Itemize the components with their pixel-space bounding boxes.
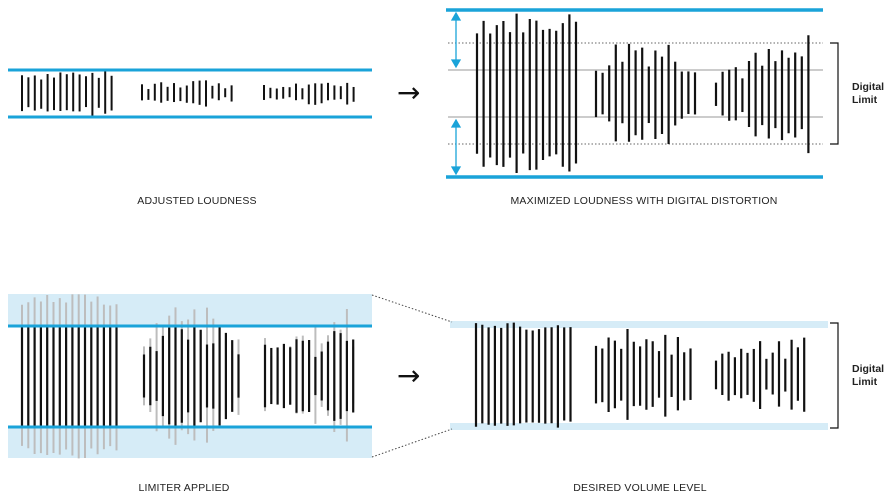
right-arrow-icon: → [397, 76, 421, 109]
caption-adjusted-loudness: ADJUSTED LOUDNESS [137, 195, 257, 207]
gain-arrow-top [450, 11, 462, 69]
caption-desired-volume: DESIRED VOLUME LEVEL [573, 482, 707, 494]
caption-maximized-loudness: MAXIMIZED LOUDNESS WITH DIGITAL DISTORTI… [510, 195, 778, 207]
gain-arrow-bottom [450, 118, 462, 176]
desired-bottom-band [450, 423, 828, 430]
digital-limit-label-line2: Limit [852, 376, 878, 388]
caption-limiter-applied: LIMITER APPLIED [138, 482, 230, 494]
zoom-line-bottom [371, 428, 453, 458]
digital-limit-label-line2: Limit [852, 94, 878, 106]
digital-limit-label: Digital Limit [852, 363, 884, 389]
waveform-bars [20, 13, 810, 459]
digital-limit-label-line1: Digital [852, 363, 885, 375]
digital-limit-label-line1: Digital [852, 81, 885, 93]
zoom-line-top [371, 294, 453, 323]
digital-limit-bracket-top [830, 42, 839, 145]
limiter-bottom-band [8, 426, 372, 458]
right-arrow-icon: → [397, 359, 421, 392]
limiter-top-band [8, 294, 372, 327]
desired-top-band [450, 321, 828, 328]
digital-limit-label: Digital Limit [852, 81, 884, 107]
digital-limit-bracket-bottom [830, 322, 839, 429]
